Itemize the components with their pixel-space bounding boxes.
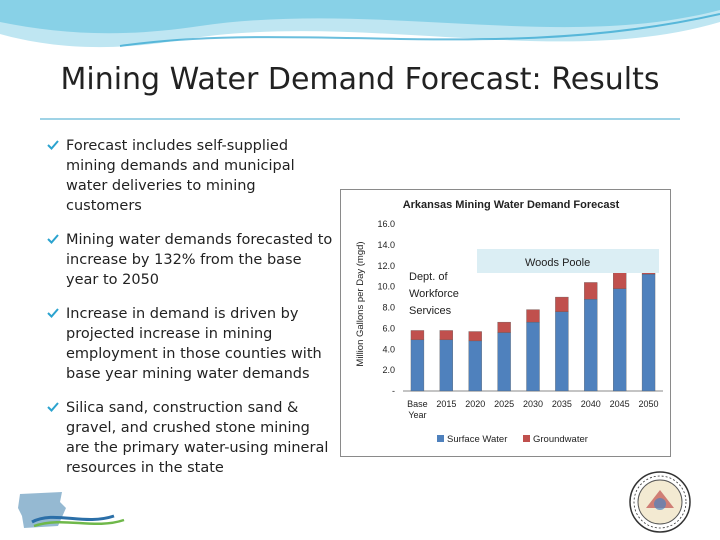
bullet-item: Forecast includes self-supplied mining d… [46,136,336,216]
x-tick-label: 2050 [639,399,659,409]
y-tick-label: 8.0 [382,303,395,313]
check-bullet-icon [47,308,59,318]
bar-surface-water [613,288,627,392]
bar-surface-water [584,299,598,392]
x-tick-label: 2025 [494,399,514,409]
legend-swatch [523,435,530,442]
bar-groundwater [497,321,511,333]
x-tick-label: 2040 [581,399,601,409]
dept-workforce-label: Dept. of Workforce Services [409,271,459,317]
bullet-text: Silica sand, construction sand & gravel,… [66,400,329,476]
bar-surface-water [410,339,425,392]
woods-poole-label: Woods Poole [525,257,590,269]
y-tick-label: - [392,386,395,396]
check-bullet-icon [47,234,59,244]
chart-frame: Arkansas Mining Water Demand Forecast Mi… [340,189,671,457]
dept-workforce-callout [404,267,474,322]
page-title: Mining Water Demand Forecast: Results [60,62,660,97]
bar-surface-water [526,321,540,392]
woods-poole-callout [477,249,659,273]
bullet-item: Mining water demands forecasted to incre… [46,230,336,290]
bar-surface-water [641,273,656,392]
check-bullet-icon [47,402,59,412]
y-tick-label: 12.0 [377,261,395,271]
x-tick-label: Base Year [407,399,428,420]
y-tick-label: 6.0 [382,323,395,333]
header-wave-decoration [0,0,720,48]
bar-groundwater [439,330,453,341]
bar-surface-water [439,339,453,392]
arkansas-state-seal-icon [629,471,691,533]
legend-label: Surface Water [447,434,507,445]
bar-groundwater [526,309,540,323]
bullet-item: Silica sand, construction sand & gravel,… [46,398,336,478]
y-tick-label: 10.0 [377,282,395,292]
x-tick-label: 2030 [523,399,543,409]
y-tick-label: 2.0 [382,365,395,375]
bullet-list: Forecast includes self-supplied mining d… [46,136,336,492]
y-axis-label: Million Gallons per Day (mgd) [355,241,366,366]
bar-groundwater [410,330,425,341]
y-tick-label: 4.0 [382,344,395,354]
x-tick-label: 2015 [436,399,456,409]
title-divider [40,118,680,120]
arkansas-water-plan-logo [18,492,125,528]
bar-groundwater [555,296,569,312]
bullet-text: Forecast includes self-supplied mining d… [66,138,295,214]
chart-title: Arkansas Mining Water Demand Forecast [403,199,620,211]
y-tick-label: 16.0 [377,219,395,229]
bar-surface-water [497,332,511,392]
legend-swatch [437,435,444,442]
bar-groundwater [468,331,482,342]
bullet-text: Increase in demand is driven by projecte… [66,306,322,382]
bullet-text: Mining water demands forecasted to incre… [66,232,333,288]
bar-surface-water [555,311,569,392]
bar-groundwater [584,282,598,300]
mining-demand-chart: Arkansas Mining Water Demand Forecast Mi… [355,199,663,445]
x-tick-label: 2045 [610,399,630,409]
y-tick-label: 14.0 [377,240,395,250]
x-tick-label: 2020 [465,399,485,409]
bar-surface-water [468,340,482,392]
check-bullet-icon [47,140,59,150]
legend-label: Groundwater [533,434,588,445]
bullet-item: Increase in demand is driven by projecte… [46,304,336,384]
x-tick-label: 2035 [552,399,572,409]
